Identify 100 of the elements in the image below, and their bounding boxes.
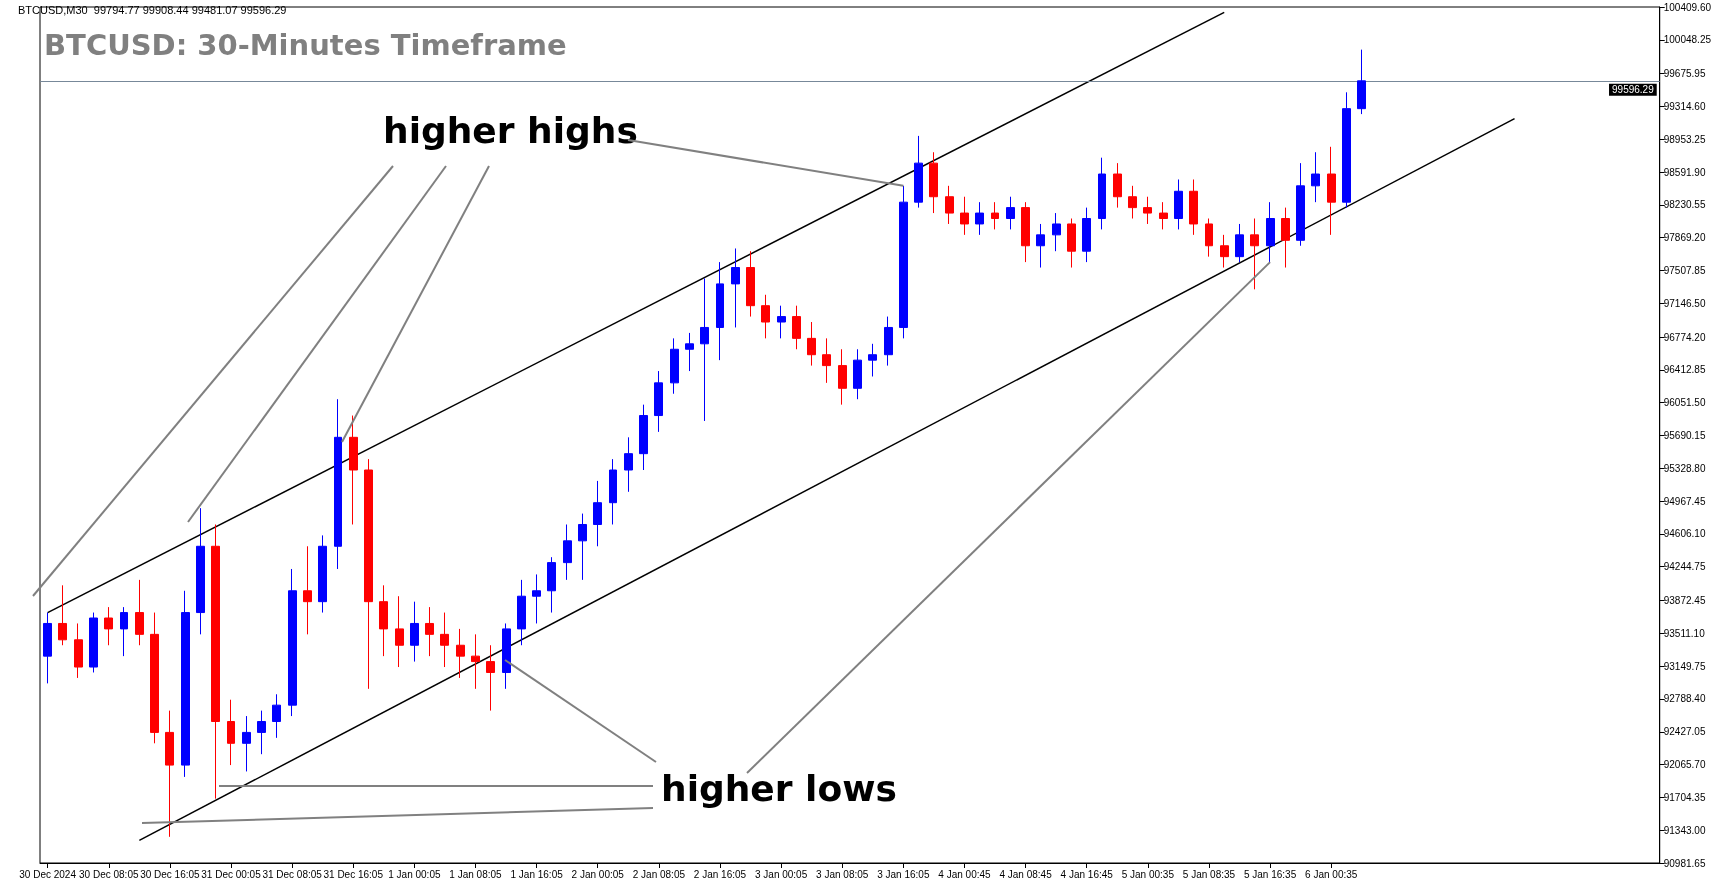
candlestick	[654, 370, 663, 433]
y-tick-label: 100048.25	[1663, 34, 1712, 46]
candlestick	[884, 316, 893, 367]
x-tick-label: 3 Jan 16:05	[877, 868, 930, 880]
y-tick-label: 90981.65	[1663, 857, 1706, 869]
x-tick-label: 31 Dec 00:05	[201, 868, 262, 880]
y-tick-label: 92427.05	[1663, 726, 1706, 738]
candlestick	[1006, 196, 1015, 230]
candlestick	[639, 404, 648, 471]
x-tick-label: 4 Jan 08:45	[999, 868, 1053, 880]
x-tick-label: 5 Jan 00:35	[1121, 868, 1175, 880]
candlestick	[1220, 234, 1229, 269]
candlestick	[716, 261, 724, 361]
candlestick	[242, 715, 251, 772]
x-tick-label: 31 Dec 08:05	[262, 868, 323, 880]
candlestick	[1067, 218, 1076, 269]
y-tick-label: 91343.00	[1663, 824, 1706, 836]
candlestick	[425, 606, 434, 657]
x-tick-label: 3 Jan 08:05	[816, 868, 869, 880]
y-tick-label: 96051.50	[1663, 397, 1706, 409]
candlestick	[272, 693, 281, 739]
candlestick	[1327, 146, 1336, 236]
candlestick	[807, 321, 816, 367]
candlestick	[257, 710, 266, 755]
candlestick	[456, 628, 465, 679]
x-tick-label: 2 Jan 08:05	[632, 868, 686, 880]
candlestick	[914, 135, 923, 209]
x-tick-label: 4 Jan 00:45	[938, 868, 992, 880]
x-tick-label: 30 Dec 2024	[19, 868, 77, 880]
candlestick	[899, 185, 908, 339]
candlestick	[471, 633, 480, 690]
y-tick-label: 93149.75	[1663, 660, 1706, 672]
candlestick	[975, 201, 984, 236]
candlestick	[761, 294, 770, 339]
candlestick	[1143, 196, 1152, 225]
x-tick-label: 5 Jan 16:35	[1243, 868, 1297, 880]
candlestick	[1159, 201, 1168, 230]
annotation: BTCUSD,M30 99794.77 99908.44 99481.07 99596.29	[18, 3, 287, 16]
y-tick-label: 92788.40	[1663, 693, 1706, 705]
x-tick-label: 5 Jan 08:35	[1182, 868, 1236, 880]
candlestick	[211, 523, 220, 800]
candlestick	[74, 622, 83, 679]
y-tick-label: 98953.25	[1663, 133, 1706, 145]
candlestick	[1036, 223, 1045, 269]
x-tick-label: 30 Dec 08:05	[79, 868, 139, 880]
candlestick	[593, 480, 602, 547]
y-tick-label: 93872.45	[1663, 595, 1706, 607]
x-tick-label: 2 Jan 00:05	[571, 868, 625, 880]
candlestick	[349, 415, 358, 525]
x-tick-label: 1 Jan 16:05	[510, 868, 564, 880]
candlestick	[746, 250, 755, 318]
candlestick	[486, 644, 495, 712]
candlestick	[502, 622, 511, 690]
candlestick	[670, 337, 679, 395]
candlestick	[1113, 162, 1122, 209]
candlestick	[792, 305, 801, 350]
y-tick-label: 92065.70	[1663, 759, 1706, 771]
candlestick	[685, 332, 694, 372]
x-tick-label: 3 Jan 00:05	[754, 868, 808, 880]
ref-line-label: 99596.29	[1612, 84, 1655, 96]
candlestick	[440, 612, 449, 668]
candlestick	[43, 612, 52, 684]
y-tick-label: 98230.55	[1663, 199, 1706, 211]
candlestick	[838, 348, 847, 406]
candlestick	[410, 601, 419, 663]
y-tick-label: 96774.20	[1663, 331, 1706, 343]
candlestick	[1205, 218, 1213, 258]
candlestick	[960, 196, 969, 236]
x-tick-label: 1 Jan 00:05	[388, 868, 441, 880]
y-tick-label: 91704.35	[1663, 791, 1706, 803]
candlestick	[991, 201, 999, 230]
candlestick	[777, 305, 786, 339]
candlestick	[181, 590, 190, 778]
candlestick	[1082, 207, 1091, 263]
candlestick	[563, 523, 572, 581]
candlestick	[1174, 178, 1183, 230]
y-tick-label: 93511.10	[1663, 627, 1706, 639]
candlestick	[303, 545, 312, 635]
annotation: higher lows	[661, 767, 897, 809]
y-tick-label: 98591.90	[1663, 166, 1706, 178]
y-tick-label: 94967.45	[1663, 495, 1706, 507]
candlestick	[227, 699, 235, 766]
y-tick-label: 96412.85	[1663, 364, 1706, 376]
candlestick	[624, 436, 633, 493]
y-tick-label: 97507.85	[1663, 264, 1706, 276]
candlestick	[104, 606, 113, 646]
y-tick-label: 100409.60	[1663, 1, 1712, 13]
candlestick	[822, 337, 831, 384]
candlestick	[288, 568, 297, 717]
candlestick	[868, 343, 877, 377]
x-tick-label: 31 Dec 16:05	[323, 868, 384, 880]
x-tick-label: 30 Dec 16:05	[140, 868, 201, 880]
y-tick-label: 94606.10	[1663, 528, 1706, 540]
candlestick	[929, 151, 938, 214]
candlestick	[731, 247, 740, 328]
candlestick	[1250, 218, 1259, 290]
x-tick-label: 1 Jan 08:05	[449, 868, 503, 880]
candlestick	[1098, 157, 1106, 230]
y-tick-label: 97869.20	[1663, 232, 1706, 244]
candlestick	[1342, 91, 1351, 209]
